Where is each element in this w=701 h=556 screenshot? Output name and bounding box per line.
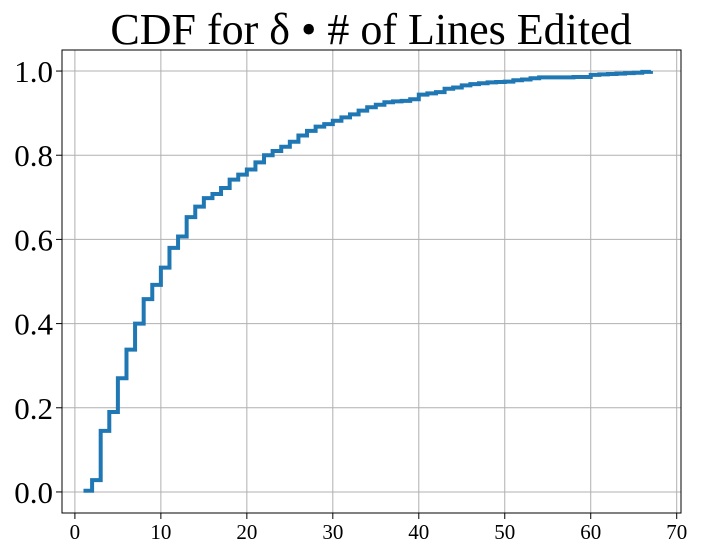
x-tick-label: 70 [666,520,687,544]
y-tick-label: 0.0 [14,475,53,510]
y-tick-label: 0.6 [14,222,53,257]
x-tick-label: 60 [580,520,601,544]
y-tick-label: 0.8 [14,138,53,173]
series-layer [83,69,653,493]
chart-title: CDF for δ • # of Lines Edited [110,5,631,54]
y-tick-label: 1.0 [14,54,53,89]
y-tick-label: 0.4 [14,307,53,342]
x-tick-label: 0 [70,520,81,544]
grid [62,50,681,513]
x-tick-label: 40 [408,520,429,544]
cdf-step-line [83,69,653,493]
y-tick-label: 0.2 [14,391,53,426]
x-tick-label: 10 [150,520,171,544]
x-tick-label: 30 [322,520,343,544]
plot-frame [61,49,682,514]
axis-ticks: 0 10 20 30 40 50 60 70 0.0 0.2 0.4 0.6 0.8 1.0 [14,54,687,544]
x-tick-label: 50 [494,520,515,544]
x-tick-label: 20 [236,520,257,544]
